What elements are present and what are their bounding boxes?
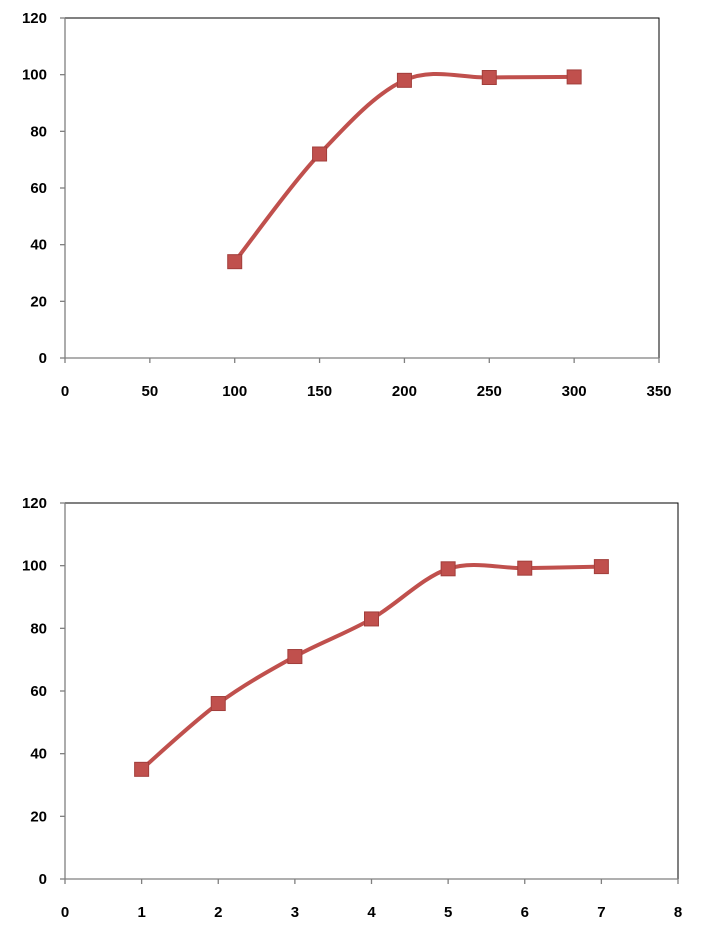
- chart-top: 0 20 40 60 80 100 120 0 50 100 150 200 250 300 350: [22, 10, 672, 400]
- x-tick-label: 1: [137, 904, 145, 921]
- y-tick-label: 80: [30, 123, 47, 140]
- y-tick-label: 60: [30, 180, 47, 197]
- x-tick-label: 50: [142, 383, 159, 400]
- data-point-marker: [134, 761, 150, 777]
- plot-area-frame: [64, 17, 660, 359]
- data-point-marker: [227, 254, 243, 270]
- y-tick-label: 20: [30, 808, 47, 825]
- x-tick-label: 300: [562, 383, 587, 400]
- x-tick-label: 250: [477, 383, 502, 400]
- y-tick-label: 80: [30, 620, 47, 637]
- data-point-marker: [517, 560, 533, 576]
- data-point-marker: [481, 70, 497, 85]
- x-tick-label: 200: [392, 383, 417, 400]
- y-tick-label: 0: [39, 350, 47, 367]
- y-tick-label: 100: [22, 558, 47, 575]
- data-point-marker: [440, 561, 456, 577]
- y-tick-label: 40: [30, 746, 47, 763]
- x-tick-label: 6: [521, 904, 529, 921]
- series-line: [232, 71, 577, 264]
- data-point-marker: [566, 69, 582, 85]
- y-tick-label: 120: [22, 10, 47, 27]
- x-tick-label: 8: [674, 904, 682, 921]
- data-point-marker: [593, 559, 609, 575]
- x-tick-label: 100: [222, 383, 247, 400]
- y-tick-label: 0: [39, 871, 47, 888]
- chart-bottom: 0 20 40 60 80 100 120 0 1 2 3 4 5 6 7 8: [22, 495, 682, 921]
- y-tick-label: 40: [30, 237, 47, 254]
- y-tick-label: 120: [22, 495, 47, 512]
- y-tick-label: 100: [22, 67, 47, 84]
- x-tick-label: 0: [61, 383, 69, 400]
- x-tick-label: 3: [291, 904, 299, 921]
- x-tick-label: 150: [307, 383, 332, 400]
- data-point-marker: [396, 72, 412, 88]
- x-tick-label: 2: [214, 904, 222, 921]
- x-tick-label: 7: [597, 904, 605, 921]
- x-tick-label: 5: [444, 904, 452, 921]
- y-tick-label: 60: [30, 683, 47, 700]
- plot-area-frame: [64, 502, 679, 880]
- x-tick-label: 4: [367, 904, 376, 921]
- x-tick-label: 0: [61, 904, 69, 921]
- x-tick-label: 350: [646, 383, 671, 400]
- y-tick-label: 20: [30, 293, 47, 310]
- data-point-marker: [312, 146, 328, 162]
- data-point-marker: [210, 696, 226, 712]
- data-point-marker: [364, 611, 379, 627]
- data-point-marker: [287, 649, 303, 665]
- series-line: [139, 562, 604, 772]
